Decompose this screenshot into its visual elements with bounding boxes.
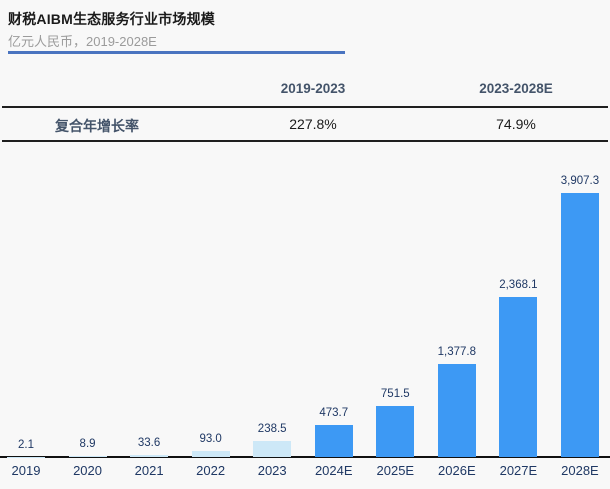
bar-value-label-2028E: 3,907.3 [560, 175, 600, 187]
bar-value-label-2024E: 473.7 [319, 406, 349, 419]
x-axis-label-2021: 2021 [134, 463, 164, 478]
page-subtitle: 亿元人民币，2019-2028E [8, 34, 157, 49]
x-axis-label-2028E: 2028E [561, 463, 599, 478]
bar-value-label-2022: 93.0 [199, 432, 222, 445]
table-rule-bottom [2, 140, 608, 142]
cagr-row-label: 复合年增长率 [55, 118, 139, 134]
bar-2028E [560, 193, 599, 457]
title-underline [8, 51, 345, 54]
cagr-value-2019-2023: 227.8% [289, 116, 337, 132]
bar-2025E [376, 406, 415, 457]
bar-value-label-2019: 2.1 [18, 438, 34, 451]
x-axis-label-2026E: 2026E [438, 463, 476, 478]
bar-2021 [130, 454, 169, 457]
bar-value-label-2026E: 1,377.8 [437, 345, 477, 358]
x-axis-label-2019: 2019 [11, 463, 41, 478]
bar-2027E [499, 296, 538, 457]
x-axis-baseline [0, 456, 610, 458]
x-axis-label-2020: 2020 [73, 463, 102, 478]
bar-value-label-2023: 238.5 [257, 422, 287, 435]
bar-value-label-2021: 33.6 [137, 436, 161, 449]
bar-value-label-2027E: 2,368.1 [499, 278, 538, 291]
cagr-column-header-2023-2028e: 2023-2028E [479, 81, 553, 96]
bar-2024E [314, 424, 353, 457]
table-rule-top [2, 106, 608, 108]
x-axis-label-2024E: 2024E [314, 463, 353, 478]
bar-2026E [437, 363, 476, 457]
bar-value-label-2025E: 751.5 [380, 388, 410, 401]
cagr-column-header-2019-2023: 2019-2023 [280, 81, 346, 96]
x-axis-label-2027E: 2027E [499, 463, 538, 478]
bar-2020 [68, 456, 107, 457]
x-axis-label-2022: 2022 [196, 463, 226, 478]
page-title: 财税AIBM生态服务行业市场规模 [8, 11, 215, 27]
cagr-value-2023-2028e: 74.9% [496, 116, 536, 132]
x-axis-label-2025E: 2025E [376, 463, 415, 478]
bar-value-label-2020: 8.9 [79, 438, 96, 451]
bar-2023 [253, 440, 292, 457]
bar-2022 [191, 450, 230, 457]
x-axis-label-2023: 2023 [257, 463, 287, 478]
